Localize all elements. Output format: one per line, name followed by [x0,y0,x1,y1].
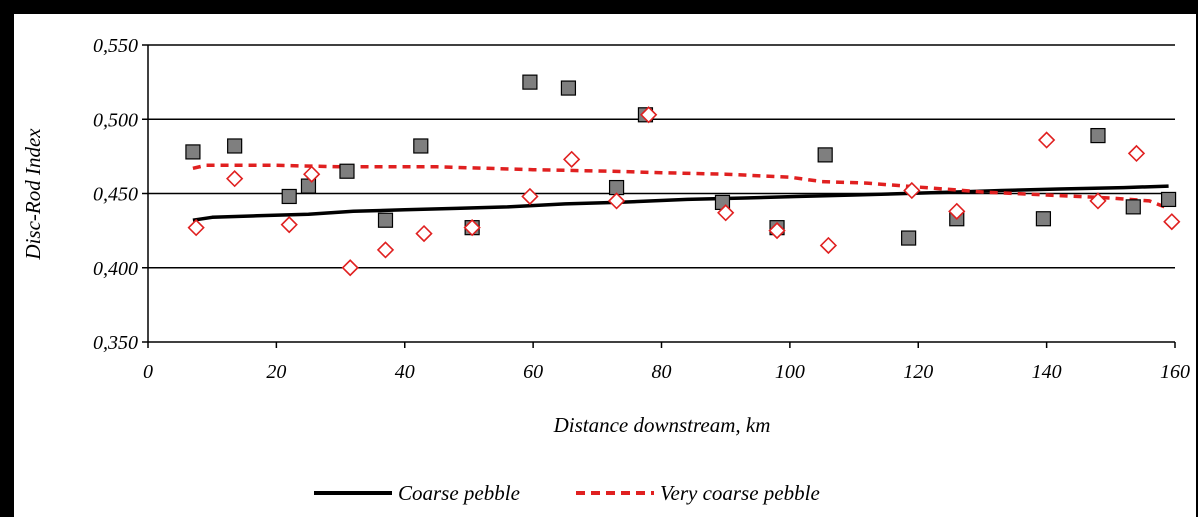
x-axis-title: Distance downstream, km [553,413,771,437]
coarse-pebble-trend-line [193,186,1169,220]
y-axis-title: Disc-Rod Index [21,128,45,261]
very-coarse-pebble-point [1129,146,1144,161]
coarse-pebble-point [1162,192,1176,206]
gridlines [148,45,1175,268]
y-tick-label: 0,450 [93,184,138,206]
coarse-pebble-point [561,81,575,95]
coarse-pebble-point [228,139,242,153]
very-coarse-pebble-trend-line [193,165,1169,208]
tick-labels: 0,350 0,400 0,450 0,500 0,550 0 20 40 60 80 100 120… [93,35,1190,383]
legend: Coarse pebble Very coarse pebble [314,481,820,505]
very-coarse-pebble-point [343,260,358,275]
very-coarse-pebble-point [522,189,537,204]
legend-label-very-coarse-pebble: Very coarse pebble [660,481,820,505]
axes [142,45,1175,348]
coarse-pebble-point [282,189,296,203]
coarse-pebble-point [818,148,832,162]
coarse-pebble-point [902,231,916,245]
coarse-pebble-point [414,139,428,153]
x-tick-label: 80 [652,361,672,383]
x-tick-label: 20 [266,361,286,383]
y-tick-label: 0,350 [93,332,138,354]
very-coarse-pebble-point [564,152,579,167]
very-coarse-pebble-point [378,242,393,257]
very-coarse-pebble-point [189,220,204,235]
coarse-pebble-point [1091,129,1105,143]
coarse-pebble-point [340,164,354,178]
y-tick-label: 0,500 [93,109,138,131]
coarse-pebble-point [301,179,315,193]
coarse-pebble-point [1036,212,1050,226]
series-markers [186,75,1179,275]
very-coarse-pebble-point [1164,214,1179,229]
very-coarse-pebble-point [417,226,432,241]
x-tick-label: 40 [395,361,415,383]
y-tick-label: 0,400 [93,258,138,280]
legend-label-coarse-pebble: Coarse pebble [398,481,520,505]
x-tick-label: 0 [143,361,153,383]
coarse-pebble-point [523,75,537,89]
x-tick-label: 60 [523,361,543,383]
y-tick-label: 0,550 [93,35,138,57]
x-tick-label: 160 [1160,361,1190,383]
coarse-pebble-point [1126,200,1140,214]
very-coarse-pebble-point [821,238,836,253]
x-tick-label: 100 [775,361,805,383]
very-coarse-pebble-point [227,171,242,186]
x-tick-label: 120 [903,361,933,383]
x-tick-label: 140 [1032,361,1062,383]
very-coarse-pebble-point [282,217,297,232]
coarse-pebble-point [378,213,392,227]
coarse-pebble-point [186,145,200,159]
very-coarse-pebble-point [1039,133,1054,148]
very-coarse-pebble-point [609,193,624,208]
